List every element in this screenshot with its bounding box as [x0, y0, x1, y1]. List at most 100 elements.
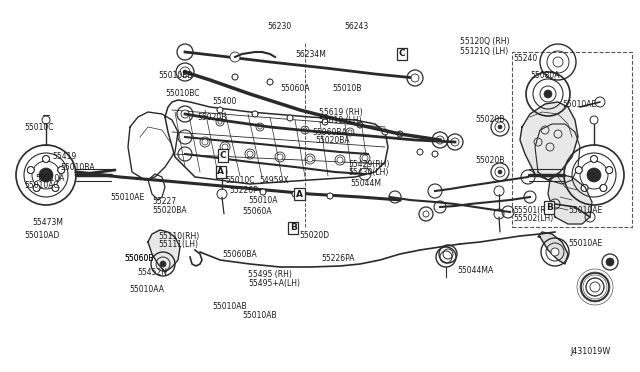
Text: 55430(LH): 55430(LH)	[349, 169, 389, 177]
Polygon shape	[538, 232, 568, 264]
Circle shape	[587, 168, 601, 182]
Text: 55226P: 55226P	[229, 186, 258, 195]
Circle shape	[322, 119, 328, 125]
Text: 55010AE: 55010AE	[568, 206, 603, 215]
Circle shape	[42, 116, 50, 124]
Text: B: B	[290, 223, 296, 232]
Text: 55010AB: 55010AB	[242, 311, 276, 320]
Circle shape	[258, 125, 262, 129]
Text: 55619 (RH): 55619 (RH)	[319, 108, 362, 117]
Text: 55226PA: 55226PA	[321, 254, 355, 263]
Text: 55010AE: 55010AE	[568, 239, 603, 248]
Circle shape	[498, 125, 502, 129]
Text: 55452N: 55452N	[138, 268, 168, 277]
Text: 55419: 55419	[52, 153, 77, 161]
Text: 55429(RH): 55429(RH)	[349, 160, 390, 169]
Circle shape	[303, 128, 307, 132]
Circle shape	[581, 185, 588, 192]
Circle shape	[267, 79, 273, 85]
Circle shape	[411, 74, 419, 82]
Text: 55010BA: 55010BA	[61, 163, 95, 171]
Text: C: C	[220, 151, 226, 160]
Text: 54959X: 54959X	[259, 176, 289, 185]
Text: 55044M: 55044M	[351, 179, 381, 187]
Polygon shape	[548, 174, 592, 224]
Circle shape	[397, 131, 403, 137]
Circle shape	[287, 115, 293, 121]
Text: J431019W: J431019W	[571, 347, 611, 356]
Text: 55010C: 55010C	[24, 123, 54, 132]
Circle shape	[307, 156, 313, 162]
Text: 55020D: 55020D	[300, 231, 330, 240]
Circle shape	[33, 185, 40, 192]
Text: 55010BC: 55010BC	[165, 89, 200, 98]
Circle shape	[292, 191, 298, 197]
Circle shape	[553, 57, 563, 67]
Text: 55501(RH): 55501(RH)	[513, 206, 555, 215]
Circle shape	[252, 111, 258, 117]
Circle shape	[544, 90, 552, 98]
Circle shape	[180, 67, 190, 77]
Text: 55010A: 55010A	[248, 196, 278, 205]
Text: 55060A: 55060A	[242, 207, 271, 216]
Text: 56243: 56243	[344, 22, 369, 31]
Text: 56234M: 56234M	[296, 50, 326, 59]
Circle shape	[436, 136, 444, 144]
Text: 55020B: 55020B	[197, 113, 227, 122]
Circle shape	[337, 157, 343, 163]
Circle shape	[362, 155, 368, 161]
Text: 55619 (LH): 55619 (LH)	[319, 116, 362, 125]
Text: 55110(RH): 55110(RH)	[159, 232, 200, 241]
Text: 55020B: 55020B	[475, 115, 504, 124]
Polygon shape	[520, 102, 578, 180]
Circle shape	[498, 170, 502, 174]
Circle shape	[382, 129, 388, 135]
Circle shape	[42, 155, 49, 163]
Polygon shape	[148, 230, 180, 272]
Circle shape	[575, 167, 582, 174]
Circle shape	[160, 261, 166, 267]
Text: 55010AB: 55010AB	[212, 302, 247, 311]
Text: A: A	[296, 190, 303, 199]
Text: 55020BA: 55020BA	[315, 136, 349, 145]
Circle shape	[260, 189, 266, 195]
Text: 55060BA: 55060BA	[312, 128, 347, 137]
Text: 55240: 55240	[513, 54, 538, 63]
Text: 55010AC: 55010AC	[24, 181, 59, 190]
Circle shape	[230, 52, 240, 62]
Circle shape	[277, 154, 283, 160]
Circle shape	[247, 151, 253, 157]
Circle shape	[217, 107, 223, 113]
Text: 55010C: 55010C	[225, 176, 255, 185]
Text: 55227: 55227	[152, 197, 177, 206]
Text: 55010A: 55010A	[35, 174, 65, 183]
Circle shape	[551, 248, 559, 256]
Circle shape	[348, 130, 352, 134]
Text: 55010BB: 55010BB	[159, 71, 193, 80]
Circle shape	[432, 151, 438, 157]
Circle shape	[222, 144, 228, 150]
Text: 55060B: 55060B	[125, 254, 154, 263]
Text: 55010AD: 55010AD	[24, 231, 60, 240]
Circle shape	[181, 110, 189, 118]
Text: 55010B: 55010B	[333, 84, 362, 93]
Text: A: A	[218, 167, 224, 176]
Text: 55495+A(LH): 55495+A(LH)	[248, 279, 300, 288]
Text: 55111(LH): 55111(LH)	[159, 240, 198, 249]
Text: 55121Q (LH): 55121Q (LH)	[460, 47, 508, 56]
Circle shape	[28, 167, 35, 174]
Circle shape	[39, 168, 53, 182]
Circle shape	[591, 155, 598, 163]
Circle shape	[590, 116, 598, 124]
Circle shape	[58, 167, 65, 174]
Text: 55502(LH): 55502(LH)	[513, 214, 554, 223]
Circle shape	[357, 122, 363, 128]
Text: 55060A: 55060A	[280, 84, 310, 93]
Circle shape	[202, 139, 208, 145]
Text: 55495 (RH): 55495 (RH)	[248, 270, 292, 279]
Circle shape	[327, 193, 333, 199]
Circle shape	[52, 185, 59, 192]
Text: 55120Q (RH): 55120Q (RH)	[460, 37, 509, 46]
Text: 55020B: 55020B	[475, 156, 504, 165]
Text: 55020BA: 55020BA	[152, 206, 187, 215]
